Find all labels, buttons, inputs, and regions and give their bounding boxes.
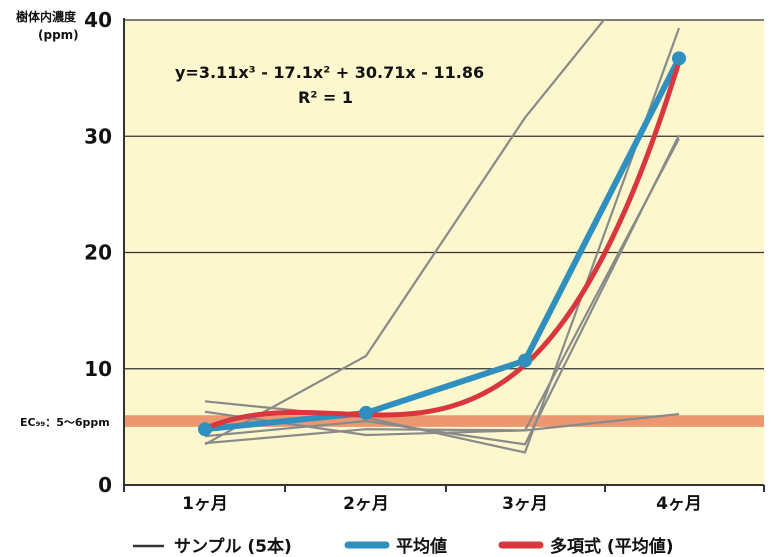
band-label: EC₉₉：5～6ppm <box>20 416 110 429</box>
sample-line <box>204 412 680 445</box>
y-tick-labels: 0 10 20 30 40 <box>84 8 112 497</box>
y-tick-label: 20 <box>84 241 112 265</box>
sample-lines <box>204 20 681 454</box>
x-tick-label: 4ヶ月 <box>656 494 702 514</box>
sample-line <box>204 27 681 454</box>
y-axis-label-line1: 樹体内濃度 <box>16 9 77 24</box>
average-point <box>518 353 532 368</box>
y-axis-label-line2: (ppm) <box>38 28 79 42</box>
average-point <box>672 51 686 66</box>
legend: サンプル (5本) 平均値 多項式 (平均値) <box>133 536 673 557</box>
polynomial-curve <box>204 60 682 431</box>
average-point <box>198 422 212 437</box>
y-tick-label: 30 <box>84 124 112 148</box>
polynomial-series <box>198 51 686 437</box>
equation-label: y=3.11x³ - 17.1x² + 30.71x - 11.86 <box>175 63 484 82</box>
y-tick-label: 10 <box>84 357 112 381</box>
y-tick-label: 40 <box>84 8 112 32</box>
r-squared-label: R² = 1 <box>298 88 353 107</box>
sample-line <box>204 20 606 446</box>
ec99-band <box>124 415 764 427</box>
x-tick-label: 1ヶ月 <box>182 494 228 514</box>
x-tick-label: 2ヶ月 <box>343 494 389 514</box>
grid-lines <box>124 19 764 370</box>
x-tick-labels: 1ヶ月 2ヶ月 3ヶ月 4ヶ月 <box>182 494 702 514</box>
legend-polynomial-label: 多項式 (平均値) <box>550 536 673 557</box>
axes <box>123 18 765 492</box>
average-point <box>359 405 373 420</box>
y-tick-label: 0 <box>98 473 112 497</box>
legend-average-label: 平均値 <box>396 536 447 557</box>
average-line <box>204 57 682 433</box>
average-series <box>204 57 682 433</box>
legend-sample-label: サンプル (5本) <box>174 536 292 557</box>
x-tick-label: 3ヶ月 <box>502 494 548 514</box>
sample-line <box>204 134 680 446</box>
